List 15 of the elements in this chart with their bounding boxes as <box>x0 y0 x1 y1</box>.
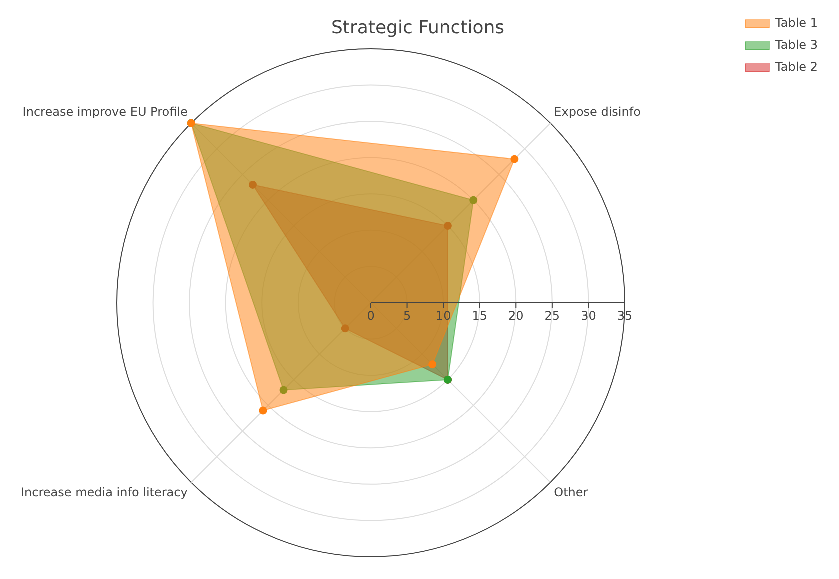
spoke-label: Increase media info literacy <box>21 485 188 500</box>
y-tick-label: 30 <box>581 309 596 324</box>
legend-label: Table 3 <box>774 38 818 52</box>
legend-label: Table 2 <box>774 60 818 74</box>
y-tick-label: 0 <box>367 309 375 324</box>
spoke-label: Increase improve EU Profile <box>22 104 188 119</box>
y-tick-label: 20 <box>508 309 524 324</box>
spoke-label: Other <box>554 485 588 500</box>
chart-title: Strategic Functions <box>331 17 505 38</box>
y-tick-label: 10 <box>436 309 452 324</box>
y-tick-label: 25 <box>544 309 560 324</box>
spoke-label: Expose disinfo <box>554 104 641 119</box>
y-tick-label: 15 <box>472 309 488 324</box>
legend-label: Table 1 <box>774 16 818 30</box>
y-tick-label: 5 <box>403 309 412 324</box>
